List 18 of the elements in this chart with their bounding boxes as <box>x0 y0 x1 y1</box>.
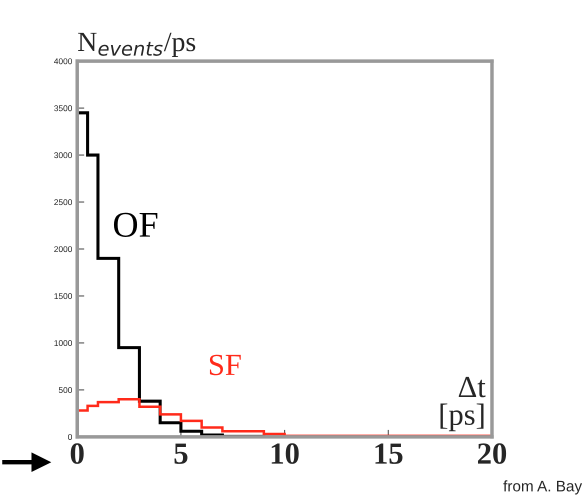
y-tick-label: 1000 <box>54 340 72 346</box>
y-tick-label: 1500 <box>54 293 72 300</box>
y-tick-label: 2000 <box>54 246 72 252</box>
series-label: SF <box>210 354 241 376</box>
y-axis-title: N$_{events}$/ps <box>78 32 196 57</box>
y-tick-label: 0 <box>68 434 72 440</box>
y-tick-label: 3500 <box>54 105 72 112</box>
x-axis-title: Δt [ps] <box>440 376 486 432</box>
x-tick-label: 20 <box>478 443 506 464</box>
y-tick-label: 2500 <box>54 199 72 206</box>
x-tick-label: 15 <box>375 443 402 464</box>
series-label: OF <box>114 212 158 237</box>
text: from A. Bay <box>503 480 582 495</box>
y-tick-label: 500 <box>58 387 72 393</box>
y-tick-label: 4000 <box>54 58 72 64</box>
y-tick-label: 3000 <box>54 152 72 158</box>
x-tick-label: 5 <box>174 444 188 464</box>
x-tick-label: 10 <box>272 443 299 464</box>
